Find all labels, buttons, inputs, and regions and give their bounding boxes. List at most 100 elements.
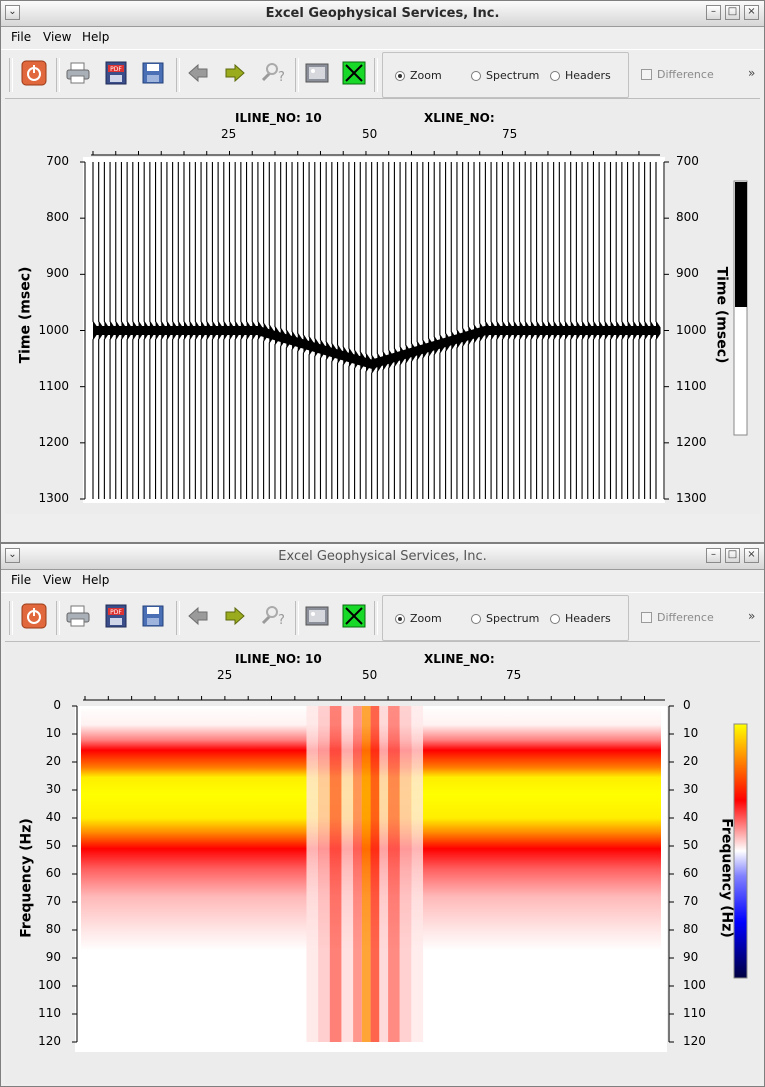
- save-icon[interactable]: [140, 603, 166, 629]
- spectrum-radio[interactable]: Spectrum: [471, 69, 539, 82]
- menu-file[interactable]: File: [11, 573, 32, 587]
- y-tick-label: 1300: [38, 491, 69, 505]
- y-tick-label: 70: [683, 894, 699, 908]
- y-tick-label: 700: [676, 154, 699, 168]
- y-tick-label: 700: [46, 154, 69, 168]
- power-icon[interactable]: [21, 603, 47, 629]
- y-tick-label: 1000: [676, 322, 707, 337]
- y-tick-label: 0: [53, 698, 61, 712]
- svg-text:?: ?: [278, 613, 285, 628]
- seismic-trace: [655, 162, 661, 499]
- spectrum-window: ⌄ Excel Geophysical Services, Inc. – □ ×…: [0, 543, 765, 1087]
- y-tick-label: 30: [683, 782, 699, 796]
- menu-help[interactable]: Help: [82, 573, 110, 587]
- headers-radio[interactable]: Headers: [550, 69, 611, 82]
- zoom-radio[interactable]: Zoom: [395, 612, 442, 625]
- y-tick-label: 900: [46, 266, 69, 281]
- xline-label: XLINE_NO:: [424, 652, 495, 666]
- title-bar[interactable]: ⌄ Excel Geophysical Services, Inc. – □ ×: [1, 544, 764, 570]
- pdf-icon[interactable]: PDF: [103, 60, 129, 86]
- difference-checkbox[interactable]: Difference: [641, 68, 714, 81]
- printer-icon[interactable]: [65, 603, 91, 629]
- menu-file[interactable]: File: [11, 30, 32, 44]
- image-icon[interactable]: [304, 603, 330, 629]
- y-tick-label: 1200: [676, 434, 707, 449]
- y-tick-label: 800: [676, 210, 699, 225]
- back-arrow-icon[interactable]: [185, 603, 211, 629]
- toolbar: PDF ? Zoom Spectrum Headers Difference »: [1, 49, 764, 100]
- y-tick-label: 1100: [38, 378, 69, 393]
- zoom-radio[interactable]: Zoom: [395, 69, 442, 82]
- heatmap-column: [341, 706, 354, 1042]
- y-tick-label: 900: [676, 266, 699, 281]
- toolbar-separator: [56, 58, 60, 92]
- seismic-trace-chart[interactable]: [5, 99, 762, 514]
- minimize-icon[interactable]: –: [706, 5, 721, 20]
- printer-icon[interactable]: [65, 60, 91, 86]
- heatmap-column: [306, 706, 319, 1042]
- y-tick-label: 80: [45, 922, 61, 936]
- x-tick-label: 75: [506, 668, 522, 682]
- toolbar-separator: [295, 58, 299, 92]
- help-icon[interactable]: ?: [259, 60, 285, 86]
- toolbar-separator: [176, 601, 180, 635]
- more-icon[interactable]: »: [748, 609, 756, 623]
- menu-view[interactable]: View: [43, 30, 72, 44]
- y-tick-label: 10: [683, 726, 699, 740]
- y-tick-label: 1300: [676, 491, 707, 505]
- amplitude-colorbar: [733, 180, 748, 436]
- heatmap-column: [388, 706, 400, 1042]
- help-icon[interactable]: ?: [259, 603, 285, 629]
- spectrum-heatmap-chart[interactable]: [5, 642, 762, 1084]
- close-icon[interactable]: ×: [744, 548, 759, 563]
- headers-radio[interactable]: Headers: [550, 612, 611, 625]
- window-menu-icon[interactable]: ⌄: [5, 548, 20, 563]
- svg-text:PDF: PDF: [110, 66, 122, 73]
- pdf-icon[interactable]: PDF: [103, 603, 129, 629]
- y-tick-label: 90: [45, 950, 61, 964]
- forward-arrow-icon[interactable]: [222, 60, 248, 86]
- y-axis-title-left: Time (msec): [17, 266, 34, 364]
- iline-label: ILINE_NO: 10: [235, 111, 322, 125]
- heatmap-column: [379, 706, 389, 1042]
- window-title: Excel Geophysical Services, Inc.: [265, 6, 500, 21]
- y-tick-label: 10: [45, 726, 61, 740]
- minimize-icon[interactable]: –: [706, 548, 721, 563]
- y-tick-label: 100: [38, 978, 61, 992]
- y-tick-label: 50: [45, 838, 61, 852]
- menu-bar: File View Help: [1, 570, 764, 592]
- title-bar[interactable]: ⌄ Excel Geophysical Services, Inc. – □ ×: [1, 1, 764, 27]
- window-menu-icon[interactable]: ⌄: [5, 5, 20, 20]
- toolbar-separator: [9, 58, 13, 92]
- frequency-colorbar: [733, 723, 748, 979]
- difference-checkbox[interactable]: Difference: [641, 611, 714, 624]
- forward-arrow-icon[interactable]: [222, 603, 248, 629]
- x-tick-label: 50: [362, 668, 378, 682]
- iline-label: ILINE_NO: 10: [235, 652, 322, 666]
- y-tick-label: 800: [46, 210, 69, 225]
- more-icon[interactable]: »: [748, 66, 756, 80]
- image-icon[interactable]: [304, 60, 330, 86]
- close-x-icon[interactable]: [341, 603, 367, 629]
- y-tick-label: 20: [45, 754, 61, 768]
- close-x-icon[interactable]: [341, 60, 367, 86]
- spectrum-radio[interactable]: Spectrum: [471, 612, 539, 625]
- menu-view[interactable]: View: [43, 573, 72, 587]
- toolbar-separator: [295, 601, 299, 635]
- maximize-icon[interactable]: □: [725, 5, 740, 20]
- power-icon[interactable]: [21, 60, 47, 86]
- y-tick-label: 1000: [38, 322, 69, 337]
- y-tick-label: 30: [45, 782, 61, 796]
- maximize-icon[interactable]: □: [725, 548, 740, 563]
- menu-help[interactable]: Help: [82, 30, 110, 44]
- save-icon[interactable]: [140, 60, 166, 86]
- mode-group: Zoom Spectrum Headers: [382, 52, 629, 98]
- y-tick-label: 100: [683, 978, 706, 992]
- toolbar-separator: [374, 58, 378, 92]
- y-tick-label: 120: [683, 1034, 706, 1048]
- toolbar: PDF ? Zoom Spectrum Headers Difference »: [1, 592, 764, 643]
- y-tick-label: 40: [45, 810, 61, 824]
- close-icon[interactable]: ×: [744, 5, 759, 20]
- back-arrow-icon[interactable]: [185, 60, 211, 86]
- y-tick-label: 120: [38, 1034, 61, 1048]
